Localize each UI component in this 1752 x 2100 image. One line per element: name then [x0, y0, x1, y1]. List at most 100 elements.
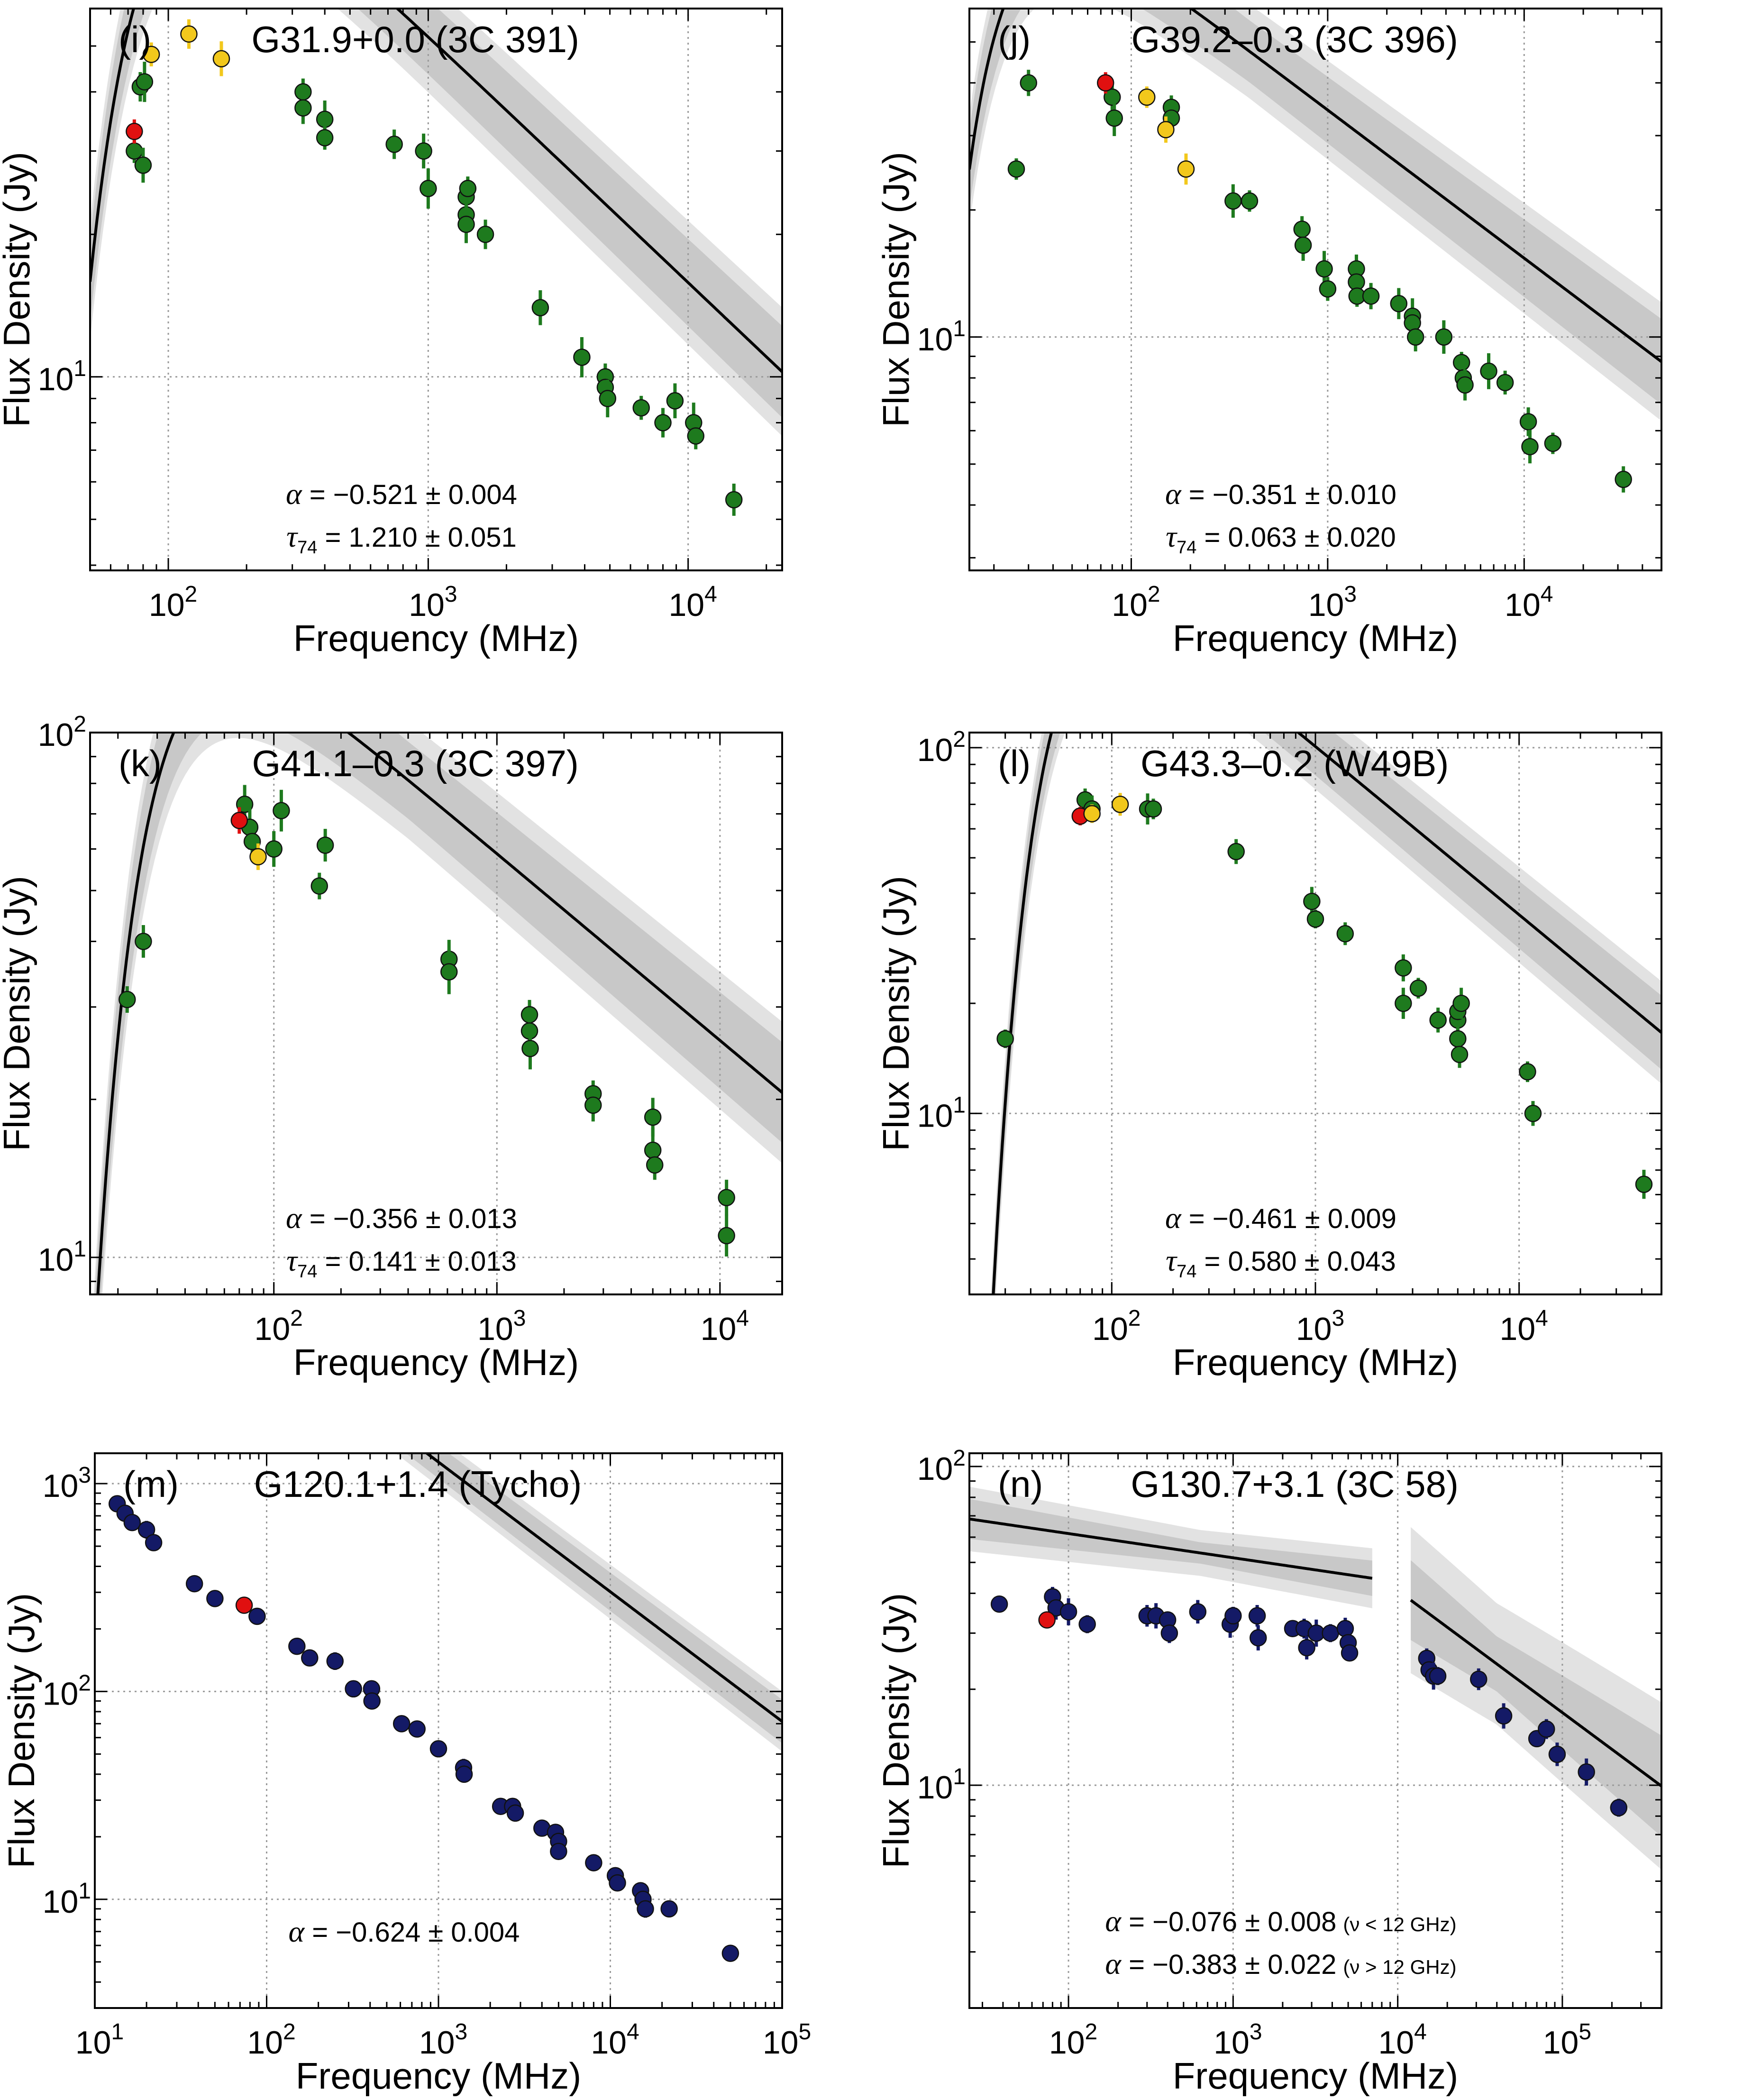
y-tick-label: 103: [43, 1463, 91, 1504]
x-tick-label: 105: [763, 2019, 811, 2061]
data-point-navy: [721, 1944, 739, 1962]
data-point-green: [1395, 994, 1412, 1012]
data-point-green: [666, 392, 684, 410]
y-axis-label: Flux Density (Jy): [0, 1593, 42, 1869]
annotation-text: τ74 = 0.580 ± 0.043: [1166, 1244, 1396, 1282]
data-point-green: [126, 142, 143, 160]
data-point-green: [1452, 994, 1470, 1012]
data-point-green: [119, 990, 136, 1009]
data-point-navy: [1578, 1763, 1595, 1781]
x-tick-label: 103: [1214, 2019, 1262, 2061]
x-tick-label: 105: [1543, 2019, 1591, 2061]
data-point-yellow: [180, 25, 198, 43]
annotation-text: τ74 = 0.141 ± 0.013: [286, 1244, 517, 1282]
data-point-navy: [1059, 1603, 1077, 1621]
data-point-green: [1306, 910, 1324, 928]
data-point-green: [1105, 109, 1123, 127]
uncertainty-band: [1411, 1560, 1661, 1837]
data-point-green: [1409, 979, 1427, 997]
panel-tag: (k): [119, 743, 162, 784]
y-tick-label: 101: [38, 356, 86, 397]
data-point-green: [420, 180, 437, 197]
data-point-green: [243, 833, 261, 851]
x-tick-label: 104: [701, 1306, 749, 1347]
data-point-navy: [248, 1607, 266, 1625]
y-axis-label: Flux Density (Jy): [875, 152, 917, 427]
y-tick-label: 102: [917, 727, 966, 768]
data-point-green: [440, 963, 458, 981]
data-point-navy: [1538, 1720, 1555, 1738]
data-point-navy: [1495, 1707, 1513, 1725]
x-tick-label: 102: [1112, 582, 1160, 623]
data-point-navy: [550, 1843, 567, 1861]
data-point-navy: [1470, 1670, 1487, 1688]
x-axis-label: Frequency (MHz): [296, 2055, 581, 2097]
x-axis-label: Frequency (MHz): [293, 617, 579, 659]
data-point-green: [644, 1108, 662, 1126]
x-tick-label: 102: [247, 2019, 295, 2061]
annotation-text: α = −0.383 ± 0.022 (ν > 12 GHz): [1105, 1947, 1456, 1981]
x-tick-label: 102: [1049, 2019, 1097, 2061]
data-point-green: [1395, 959, 1412, 977]
panel-title: G31.9+0.0 (3C 391): [251, 18, 579, 60]
data-point-green: [294, 99, 312, 117]
data-point-green: [599, 390, 617, 407]
data-point-green: [273, 802, 290, 819]
data-point-navy: [185, 1575, 203, 1593]
data-point-green: [310, 877, 328, 895]
x-axis-label: Frequency (MHz): [293, 1341, 579, 1383]
panel-title: G43.3–0.2 (W49B): [1141, 743, 1449, 784]
uncertainty-band: [991, 733, 1661, 1294]
plot-area: [90, 9, 782, 570]
data-point-green: [646, 1156, 664, 1174]
data-point-yellow: [142, 46, 160, 63]
data-point-green: [1224, 192, 1242, 210]
data-point-green: [1615, 470, 1632, 488]
data-point-green: [1480, 362, 1497, 380]
data-point-navy: [609, 1874, 626, 1892]
data-point-green: [1104, 88, 1121, 106]
data-point-yellow: [249, 848, 267, 866]
data-point-green: [1519, 1063, 1536, 1081]
plot-frame: [968, 1452, 1662, 2009]
plot-area: [90, 733, 782, 1294]
data-point-green: [134, 156, 152, 174]
data-point-green: [573, 348, 591, 366]
model-fit-line: [96, 733, 782, 1294]
data-point-navy: [392, 1715, 411, 1733]
data-point-green: [1456, 376, 1474, 394]
uncertainty-band: [406, 1453, 782, 1743]
annotation-text: α = −0.351 ± 0.010: [1165, 477, 1396, 511]
data-point-green: [316, 129, 334, 147]
data-point-navy: [1189, 1603, 1207, 1621]
data-point-green: [1144, 800, 1162, 818]
data-point-navy: [1160, 1624, 1178, 1642]
data-point-green: [1294, 236, 1312, 254]
uncertainty-band: [395, 1453, 782, 1752]
plot-area: [969, 9, 1661, 570]
data-point-navy: [1336, 1620, 1354, 1638]
data-point-green: [1020, 74, 1038, 92]
x-tick-label: 104: [1505, 582, 1553, 623]
data-point-navy: [1224, 1607, 1242, 1625]
data-point-green: [1406, 328, 1424, 346]
data-point-green: [136, 73, 154, 91]
uncertainty-band: [969, 9, 1661, 404]
x-tick-label: 103: [477, 1306, 526, 1347]
annotation-text: α = −0.076 ± 0.008 (ν < 12 GHz): [1105, 1904, 1456, 1938]
data-point-navy: [326, 1652, 344, 1670]
x-axis-label: Frequency (MHz): [1173, 2055, 1458, 2097]
data-point-green: [725, 491, 743, 509]
data-point-green: [459, 180, 477, 197]
data-point-navy: [429, 1740, 447, 1758]
data-point-green: [316, 110, 334, 128]
y-axis-label: Flux Density (Jy): [875, 876, 917, 1151]
y-tick-label: 102: [917, 1446, 966, 1487]
data-point-yellow: [1111, 796, 1129, 813]
data-point-green: [1007, 160, 1025, 178]
y-tick-label: 101: [917, 1092, 966, 1134]
